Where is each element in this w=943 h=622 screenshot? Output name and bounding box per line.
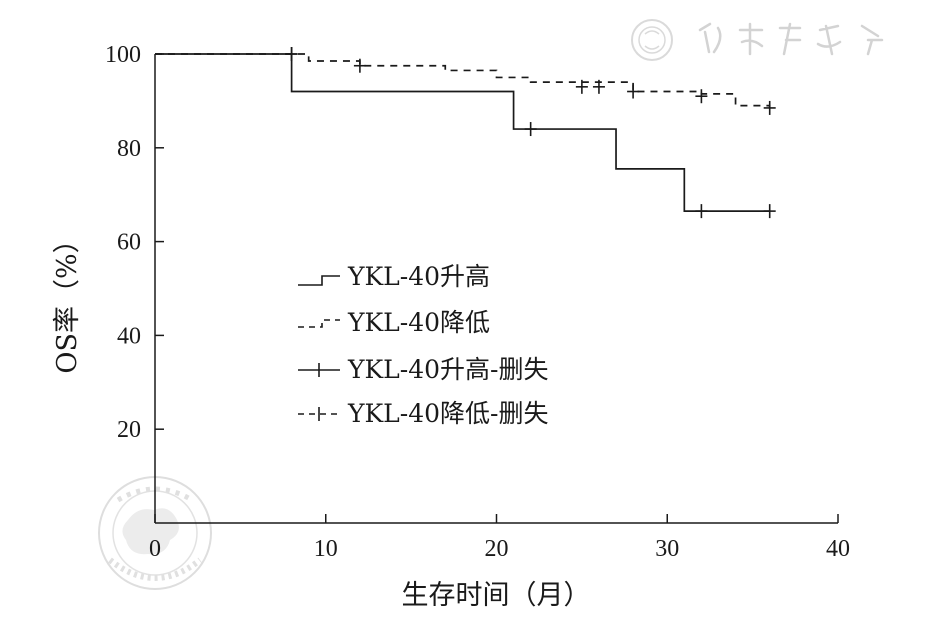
- plot-area: [155, 47, 776, 219]
- legend-label-elevated: YKL-40升高: [347, 262, 490, 291]
- censor-mark-reduced: [627, 84, 640, 99]
- censor-mark-elevated: [524, 122, 537, 137]
- censor-mark-elevated: [695, 204, 708, 219]
- censor-mark-reduced: [353, 58, 366, 73]
- x-axis-title: 生存时间（月）: [402, 580, 591, 611]
- x-tick-label: 20: [485, 536, 509, 562]
- censor-mark-reduced: [763, 100, 776, 115]
- legend-swatch-elevated: [298, 275, 340, 286]
- y-tick-label: 80: [117, 136, 141, 162]
- legend-swatch-elevated-censored: [298, 363, 340, 377]
- legend-swatch-reduced: [298, 319, 340, 328]
- x-tick-label: 30: [655, 536, 679, 562]
- y-axis-title: OS率（%）: [52, 226, 83, 373]
- legend: YKL-40升高 YKL-40降低 YKL-40升高-删失 YKL-40降低-删…: [298, 262, 549, 428]
- series-line-reduced: [155, 53, 771, 108]
- x-ticks: 0 10 20 30 40: [149, 514, 850, 562]
- x-tick-label: 10: [314, 536, 338, 562]
- censor-mark-elevated: [763, 204, 776, 219]
- censor-mark-reduced: [285, 47, 298, 61]
- y-tick-label: 60: [117, 230, 141, 256]
- axes: 0 10 20 30 40 20 40 60 80 100: [105, 42, 850, 562]
- censor-mark-reduced: [575, 79, 588, 94]
- censor-mark-reduced: [592, 79, 605, 94]
- x-tick-label: 40: [826, 536, 850, 562]
- y-ticks: 20 40 60 80 100: [105, 42, 164, 443]
- legend-label-reduced-censored: YKL-40降低-删失: [347, 399, 549, 428]
- y-tick-label: 100: [105, 42, 141, 68]
- watermark-top-right: [631, 19, 884, 61]
- legend-label-elevated-censored: YKL-40升高-删失: [347, 355, 549, 384]
- legend-swatch-reduced-censored: [298, 407, 340, 421]
- x-tick-label: 0: [149, 536, 161, 562]
- y-tick-label: 40: [117, 323, 141, 349]
- legend-label-reduced: YKL-40降低: [347, 308, 490, 337]
- series-line-elevated: [155, 53, 770, 212]
- censor-mark-reduced: [695, 89, 708, 104]
- y-tick-label: 20: [117, 417, 141, 443]
